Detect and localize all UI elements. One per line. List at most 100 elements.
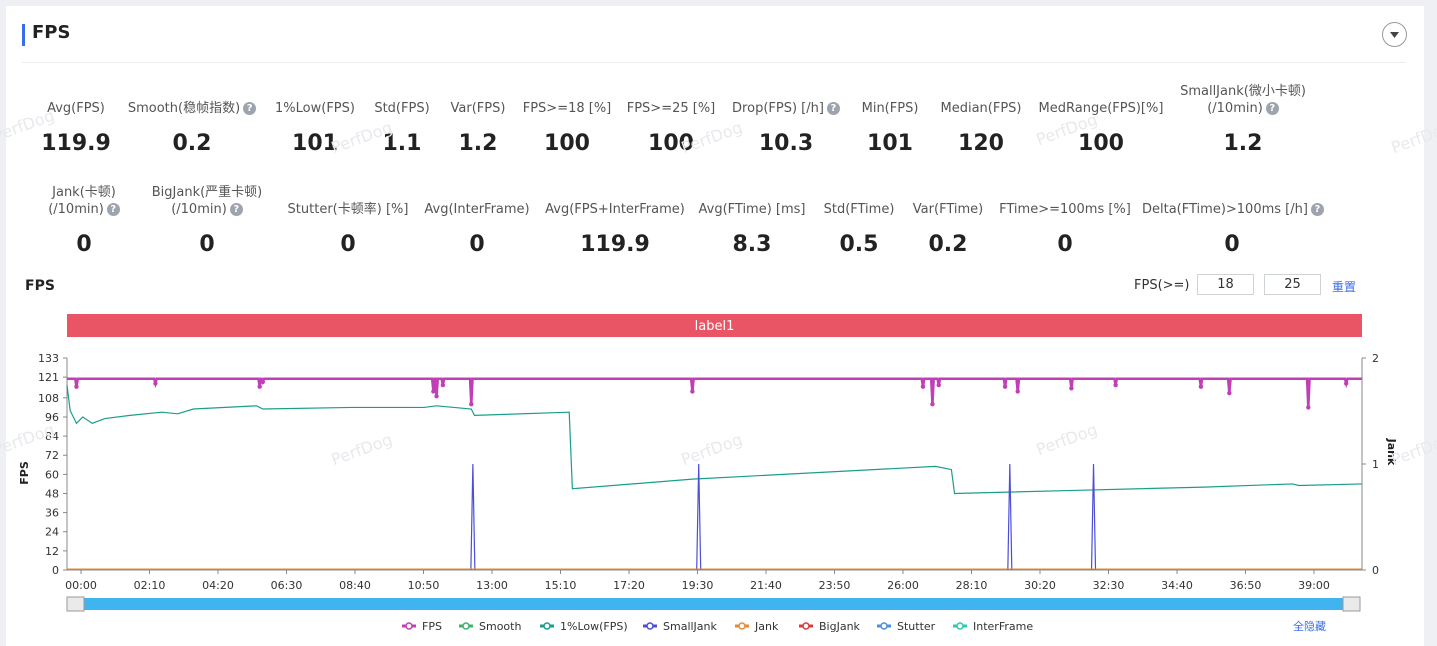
metric-value: 8.3 — [732, 232, 772, 257]
metric-label: Smooth(稳帧指数)? — [102, 100, 282, 117]
legend-item-2: 1%Low(FPS) — [560, 620, 628, 633]
series-smalljank-spike — [1007, 463, 1013, 571]
metric-label-text: FPS>=25 [%] — [626, 101, 716, 116]
series-fps-point — [930, 402, 935, 407]
series-1pct-low-line — [66, 385, 1363, 495]
series-fps-point — [440, 382, 446, 388]
metric-metrics_row2-7: Var(FTime) 0.2 — [858, 201, 1038, 257]
metric-label-text: Avg(InterFrame) — [424, 202, 530, 217]
metric-label-text: Smooth(稳帧指数) — [127, 101, 241, 116]
metric-label-text: MedRange(FPS)[%] — [1038, 101, 1164, 116]
x-tick-label: 00:00 — [65, 579, 97, 592]
x-tick-label: 28:10 — [956, 579, 988, 592]
x-tick-label: 39:00 — [1298, 579, 1330, 592]
metric-value: 0.5 — [839, 232, 879, 257]
series-fps-point — [257, 384, 262, 389]
series-smalljank-spike — [470, 463, 476, 571]
metric-label: Std(FPS) — [312, 100, 492, 117]
metric-label-text: Avg(FPS) — [47, 101, 105, 116]
metric-metrics_row1-2: 1%Low(FPS) 101 — [225, 100, 405, 156]
collapse-toggle-button[interactable] — [1382, 22, 1407, 47]
metric-label-text: Jank(卡顿) — [52, 185, 116, 200]
series-fps-point — [920, 384, 926, 389]
series-fps-point — [1227, 390, 1232, 396]
y-tick-label: 108 — [38, 392, 59, 405]
legend-dot-5 — [802, 622, 810, 630]
metric-label: Jank(卡顿) — [0, 184, 174, 201]
divider — [22, 62, 1406, 63]
y-tick-label: 24 — [45, 526, 59, 539]
series-fps-point — [1113, 382, 1118, 388]
metric-metrics_row2-6: Std(FTime) 0.5 — [769, 201, 949, 257]
chevron-down-icon — [1390, 32, 1399, 38]
legend-item-6: Stutter — [897, 620, 936, 633]
zoom-slider-left-handle — [66, 596, 85, 612]
metric-metrics_row2-3: Avg(InterFrame) 0 — [387, 201, 567, 257]
series-fps-point — [434, 394, 439, 399]
y2-tick-label: 1 — [1372, 458, 1379, 471]
metric-metrics_row1-11: SmallJank(微小卡顿) (/10min)? 1.2 — [1153, 83, 1333, 156]
y-tick-label: 60 — [45, 468, 59, 481]
metric-value: 0.2 — [928, 232, 968, 257]
x-tick-label: 21:40 — [750, 579, 782, 592]
label-band-text: label1 — [695, 319, 735, 334]
zoom-slider-track — [72, 598, 1357, 610]
metric-value: 1.2 — [1223, 131, 1263, 156]
series-fps-point — [1306, 405, 1311, 410]
metric-value: 0 — [469, 232, 485, 257]
help-icon[interactable]: ? — [106, 203, 120, 216]
y2-tick-label: 2 — [1372, 352, 1379, 365]
metric-value: 120 — [958, 131, 1004, 156]
series-fps-point — [1069, 386, 1074, 391]
fps-chart[interactable]: label1 133 121 108 96 84 72 60 48 36 24 12 0 2 1 0 FPS Ja… — [0, 300, 1437, 640]
metric-label-text: Avg(FTime) [ms] — [698, 202, 806, 217]
x-tick-label: 23:50 — [819, 579, 851, 592]
metric-label: Var(FTime) — [858, 201, 1038, 218]
series-fps-point — [936, 382, 941, 388]
x-tick-label: 17:20 — [613, 579, 645, 592]
series-fps-point — [431, 389, 436, 394]
metric-metrics_row1-1: Smooth(稳帧指数)? 0.2 — [102, 100, 282, 156]
metric-label-text: Delta(FTime)>100ms [/h] — [1142, 202, 1308, 217]
help-icon[interactable]: ? — [1310, 203, 1324, 216]
reset-button[interactable]: 重置 — [1332, 280, 1357, 294]
metric-label-text: Drop(FPS) [/h] — [732, 101, 824, 116]
series-fps-point — [260, 379, 266, 385]
x-tick-label: 26:00 — [887, 579, 919, 592]
legend-item-1: Smooth — [479, 620, 521, 633]
x-tick-label: 15:10 — [545, 579, 577, 592]
x-tick-label: 32:30 — [1093, 579, 1125, 592]
metric-value: 0 — [340, 232, 356, 257]
metric-value: 100 — [544, 131, 590, 156]
help-icon[interactable]: ? — [826, 102, 840, 115]
help-icon[interactable]: ? — [229, 203, 243, 216]
metric-label-text: FTime>=100ms [%] — [999, 202, 1131, 217]
metric-label: 1%Low(FPS) — [225, 100, 405, 117]
metric-value: 101 — [867, 131, 913, 156]
help-icon[interactable]: ? — [243, 102, 257, 115]
fps-threshold-input-1[interactable] — [1197, 274, 1254, 295]
metric-unit-text: (/10min) — [171, 202, 227, 217]
y-tick-label: 121 — [38, 371, 59, 384]
y-tick-label: 84 — [45, 430, 59, 443]
metric-value: 100 — [648, 131, 694, 156]
metric-label: BigJank(严重卡顿) — [117, 184, 297, 201]
help-icon[interactable]: ? — [1265, 102, 1279, 115]
metric-value: 0 — [1057, 232, 1073, 257]
metric-label: Avg(FPS) — [0, 100, 166, 117]
metric-label-text: Median(FPS) — [940, 101, 1022, 116]
fps-threshold-input-2[interactable] — [1264, 274, 1321, 295]
y-tick-label: 0 — [52, 564, 59, 577]
legend-dot-4 — [738, 622, 746, 630]
x-tick-label: 30:20 — [1024, 579, 1056, 592]
metric-label-text: Std(FPS) — [374, 101, 430, 116]
zoom-slider-right-handle — [1342, 596, 1361, 612]
metric-metrics_row1-7: Drop(FPS) [/h]? 10.3 — [696, 100, 876, 156]
metric-metrics_row1-4: Var(FPS) 1.2 — [388, 100, 568, 156]
legend-dot-7 — [956, 622, 964, 630]
metric-unit-text: (/10min) — [48, 202, 104, 217]
metric-label-text: Std(FTime) — [823, 202, 895, 217]
metric-value: 100 — [1078, 131, 1124, 156]
metric-value: 1.1 — [382, 131, 422, 156]
metric-label: FTime>=100ms [%] — [975, 201, 1155, 218]
